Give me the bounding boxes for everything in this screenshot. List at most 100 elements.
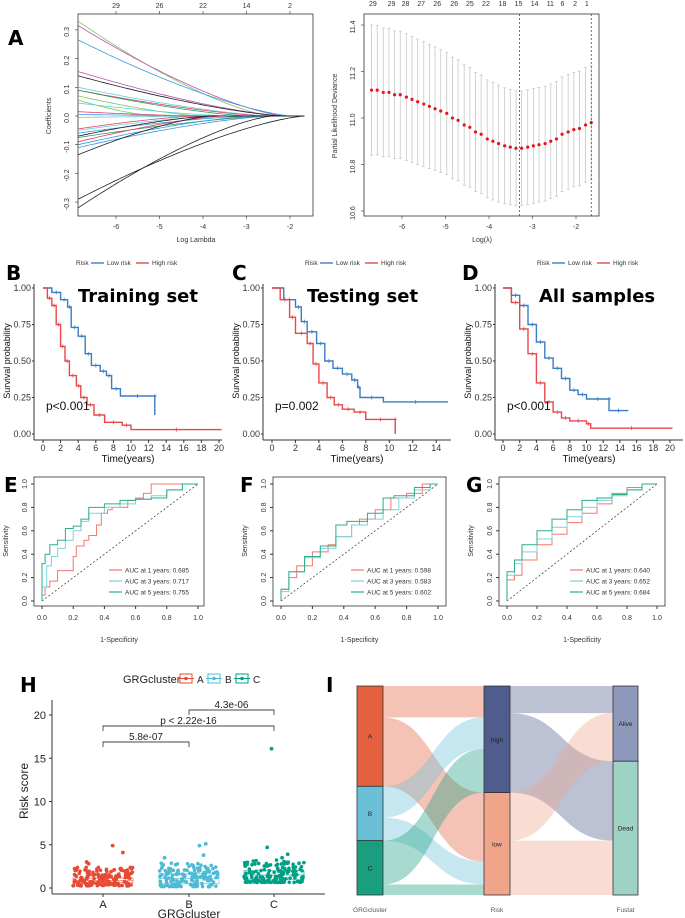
data-point	[196, 861, 200, 866]
x-tick-label: 14	[161, 443, 171, 453]
cv-point	[577, 126, 582, 131]
cv-point	[398, 93, 402, 97]
data-point	[175, 870, 180, 874]
y-tick-label: 0.0	[64, 113, 71, 123]
flow-c-to-low	[383, 884, 484, 895]
x-tick-label: 6	[551, 443, 556, 453]
top-tick-label: 26	[433, 1, 441, 8]
x-axis-label: Log Lambda	[177, 237, 216, 244]
censor-mark	[76, 383, 81, 388]
data-point	[195, 884, 199, 889]
y-axis-label: Risk score	[17, 763, 31, 819]
diagonal-reference	[280, 483, 439, 602]
plot-frame	[272, 476, 447, 607]
y-tick-label: 1.0	[487, 479, 494, 489]
x-tick-label: 6	[93, 443, 98, 453]
data-point	[107, 872, 111, 877]
data-point	[297, 861, 301, 865]
cv-point	[427, 104, 432, 108]
data-point	[293, 865, 298, 869]
top-tick-label: 15	[515, 1, 523, 8]
data-point	[120, 868, 125, 873]
censor-mark	[326, 359, 331, 363]
panel-label-i: I	[326, 673, 333, 697]
x-tick-label: B	[185, 899, 192, 911]
y-axis-label: Survival probability	[463, 323, 473, 399]
y-tick-label: 0.1	[64, 84, 71, 94]
cv-point	[526, 145, 530, 149]
data-point	[274, 858, 279, 862]
x-tick-label: 0.0	[37, 615, 47, 622]
top-tick-label: 29	[112, 3, 120, 10]
plot-frame	[77, 13, 314, 217]
cv-point	[549, 139, 553, 143]
censor-mark	[111, 420, 116, 425]
data-point	[182, 874, 187, 879]
censor-mark	[124, 423, 129, 428]
plot-frame	[33, 476, 205, 607]
legend-key-point	[240, 676, 244, 681]
data-point	[211, 880, 216, 884]
data-point	[191, 874, 195, 879]
panel-label-b: B	[6, 261, 21, 285]
censor-mark	[521, 326, 526, 331]
censor-mark	[86, 351, 91, 356]
km-chart-testing-set: 0.00 0.25 0.50 0.75 1.00 0 2 4 6 8 10 12 14 Risk Low r…	[231, 260, 451, 465]
data-point	[85, 876, 89, 881]
censor-mark	[290, 315, 295, 320]
legend-title: GRGcluster	[123, 674, 181, 686]
data-point	[209, 863, 213, 868]
censor-mark	[546, 399, 551, 404]
coefficient-path	[78, 39, 305, 117]
legend-label: AUC at 3 years: 0.583	[367, 579, 431, 586]
comparison-bracket	[102, 741, 190, 747]
x-tick-label: 16	[632, 443, 642, 453]
censor-mark	[299, 331, 304, 336]
y-tick-label: 0.3	[64, 27, 71, 37]
data-point	[275, 866, 280, 871]
legend-label: AUC at 3 years: 0.652	[586, 579, 650, 586]
censor-mark	[607, 396, 612, 401]
outlier-point	[86, 861, 91, 866]
top-tick-label: 14	[531, 1, 539, 8]
diagonal-reference	[41, 483, 199, 602]
data-point	[200, 884, 205, 889]
y-tick-label: 20	[34, 710, 46, 722]
censor-mark	[52, 303, 56, 308]
censor-mark	[72, 325, 77, 330]
y-tick-label: 0.8	[487, 502, 494, 512]
data-point	[98, 882, 103, 887]
data-point	[78, 869, 82, 873]
y-tick-label: 0.6	[22, 526, 29, 536]
roc-curve-5-years	[506, 483, 657, 601]
data-point	[71, 884, 76, 888]
censor-mark	[357, 410, 362, 415]
legend-title: Risk	[305, 260, 318, 267]
censor-mark	[538, 340, 543, 345]
cv-point	[583, 123, 588, 127]
data-point	[196, 866, 200, 871]
censor-mark	[538, 380, 543, 385]
data-point	[202, 874, 207, 879]
x-tick-label: -3	[243, 224, 249, 231]
cv-point	[468, 125, 472, 129]
data-point	[258, 875, 263, 879]
data-point	[287, 880, 292, 885]
y-axis-label: Survival probability	[2, 323, 12, 399]
censor-mark	[576, 418, 581, 423]
censor-mark	[65, 359, 70, 363]
roc-curve-3-years	[41, 483, 198, 601]
x-tick-label: 0.6	[131, 615, 141, 622]
y-tick-label: 15	[34, 753, 46, 765]
censor-mark	[318, 341, 323, 346]
y-tick-label: -0.3	[64, 198, 71, 210]
chart-title: All samples	[539, 286, 655, 307]
top-tick-label: 2	[288, 3, 292, 10]
y-tick-label: 0.6	[487, 526, 494, 536]
lasso-coefficient-chart: -6 -5 -4 -3 -2-0.3-0.2-0.10.00.10.20.329 26 22…	[46, 3, 314, 244]
plot-frame	[498, 476, 666, 607]
stratum-high	[483, 685, 511, 793]
data-point	[83, 868, 87, 872]
x-tick-label: 0.4	[562, 615, 572, 622]
stratum-label: Dead	[618, 826, 634, 833]
